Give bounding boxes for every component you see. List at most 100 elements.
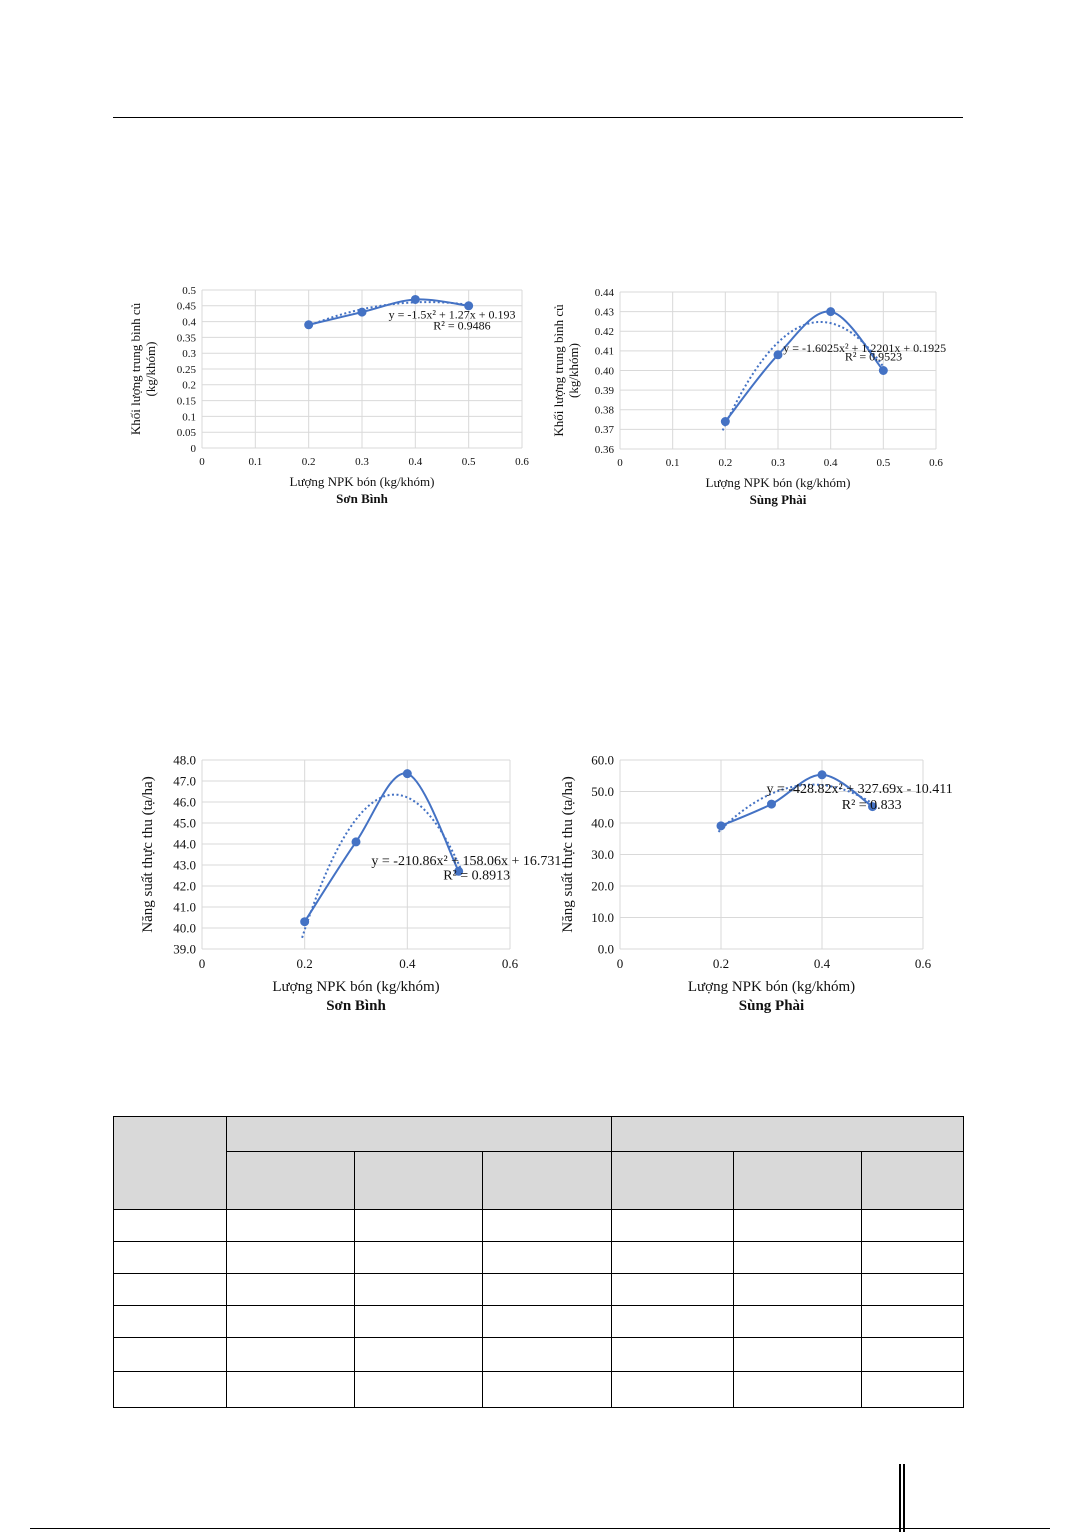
table-cell — [611, 1337, 735, 1372]
y-tick-label: 0.44 — [595, 287, 615, 299]
y-tick-label: 41.0 — [173, 900, 196, 915]
table-cell — [733, 1209, 863, 1242]
y-tick-label: 60.0 — [591, 753, 614, 768]
table-cell — [861, 1273, 965, 1306]
table-header-cell — [354, 1151, 483, 1210]
x-tick-label: 0.2 — [297, 956, 313, 971]
chart-svg: 0 0.05 0.1 0.15 0.2 0.25 0.3 0.35 0.4 0.45 0.5 0 0.1… — [128, 285, 529, 506]
x-tick-label: 0.2 — [713, 956, 729, 971]
y-tick-label: 0.2 — [182, 380, 196, 392]
table-row — [113, 1209, 965, 1242]
y-axis-title: Khối lượng trung bình củ — [128, 302, 143, 435]
data-point — [773, 350, 783, 360]
y-axis-title: Năng suất thực thu (tạ/ha) — [560, 776, 576, 932]
table-cell — [354, 1305, 483, 1338]
y-tick-label: 0.15 — [177, 395, 197, 407]
data-point — [868, 802, 877, 812]
y-axis-title: (kg/khóm) — [143, 342, 158, 397]
trendline-equation: y = -1.5x² + 1.27x + 0.193 — [389, 307, 516, 321]
table-cell — [226, 1209, 355, 1242]
table-row — [113, 1337, 965, 1372]
table-cell — [611, 1305, 735, 1338]
x-axis-title: Lượng NPK bón (kg/khóm) — [290, 474, 435, 489]
chart-svg: 0.36 0.37 0.38 0.39 0.40 0.41 0.42 0.43 0.44 0 0.1… — [551, 287, 946, 507]
table-cell — [481, 1371, 613, 1408]
y-tick-label: 0.1 — [182, 411, 196, 423]
table-cell — [733, 1305, 863, 1338]
table-header-cell — [226, 1151, 355, 1210]
data-table — [113, 1116, 965, 1408]
data-point — [817, 770, 827, 780]
y-axis-title: Khối lượng trung bình củ — [551, 304, 566, 437]
trendline-equation: y = -210.86x² + 158.06x + 16.731 — [371, 854, 561, 869]
y-tick-label: 42.0 — [173, 879, 196, 894]
y-tick-label: 0.35 — [177, 332, 197, 344]
x-axis-title: Lượng NPK bón (kg/khóm) — [706, 475, 851, 490]
x-axis-title: Lượng NPK bón (kg/khóm) — [688, 979, 855, 995]
x-tick-label: 0.3 — [355, 456, 369, 468]
y-tick-label: 20.0 — [591, 879, 614, 894]
y-tick-label: 45.0 — [173, 816, 196, 831]
data-point — [464, 301, 474, 311]
series-line — [724, 310, 885, 423]
table-cell — [226, 1337, 355, 1372]
y-axis-title: Năng suất thực thu (tạ/ha) — [140, 776, 156, 932]
r-squared-label: R² = 0.9523 — [845, 349, 902, 363]
table-cell — [733, 1337, 863, 1372]
x-tick-label: 0.6 — [915, 956, 932, 971]
table-cell — [226, 1305, 355, 1338]
table-header-row — [113, 1116, 965, 1210]
x-tick-label: 0 — [617, 956, 624, 971]
y-tick-label: 30.0 — [591, 847, 614, 862]
table-cell — [354, 1241, 483, 1274]
chart-sung-phai-yield: 0.0 10.0 20.0 30.0 40.0 50.0 60.0 0 0.2 0.4 0.6 y =… — [550, 748, 970, 1028]
table-cell — [226, 1371, 355, 1408]
y-tick-label: 0.39 — [595, 385, 615, 397]
table-cell — [226, 1273, 355, 1306]
data-point — [410, 294, 420, 304]
series-line — [720, 773, 874, 827]
chart-caption: Sơn Bình — [326, 998, 386, 1014]
chart-caption: Sùng Phài — [739, 998, 804, 1014]
y-tick-label: 0.4 — [182, 316, 196, 328]
data-point — [454, 866, 464, 876]
table-cell — [733, 1371, 863, 1408]
gridlines — [619, 759, 924, 950]
table-header-cell — [733, 1151, 863, 1210]
y-tick-label: 44.0 — [173, 837, 196, 852]
table-cell — [113, 1273, 227, 1306]
table-row — [113, 1273, 965, 1306]
data-point — [402, 769, 412, 779]
x-tick-label: 0.2 — [302, 456, 316, 468]
chart-svg: 39.0 40.0 41.0 42.0 43.0 44.0 45.0 46.0 47.0 48.0… — [140, 753, 561, 1014]
y-tick-label: 0 — [191, 443, 197, 455]
data-point — [878, 366, 888, 375]
data-point — [716, 821, 726, 831]
data-point — [767, 799, 776, 809]
table-cell — [113, 1209, 227, 1242]
data-point — [304, 320, 314, 330]
x-tick-label: 0.4 — [824, 457, 838, 469]
table-header-row — [114, 1151, 965, 1210]
x-tick-label: 0 — [617, 457, 623, 469]
data-point — [826, 307, 836, 317]
table-cell — [113, 1305, 227, 1338]
y-tick-label: 0.25 — [177, 364, 197, 376]
table-cell — [733, 1273, 863, 1306]
table-cell — [861, 1337, 965, 1372]
series-line — [308, 298, 469, 326]
table-row — [113, 1305, 965, 1338]
table-cell — [861, 1209, 965, 1242]
x-tick-label: 0.2 — [718, 457, 732, 469]
gridlines — [619, 291, 937, 450]
table-cell — [113, 1371, 227, 1408]
table-cell — [481, 1209, 613, 1242]
header-rule — [113, 117, 963, 118]
r-squared-label: R² = 0.833 — [842, 798, 902, 813]
table-cell — [861, 1371, 965, 1408]
x-tick-label: 0.3 — [771, 457, 785, 469]
x-tick-label: 0.6 — [502, 956, 519, 971]
chart-svg: 0.0 10.0 20.0 30.0 40.0 50.0 60.0 0 0.2 0.4 0.6 y =… — [560, 753, 953, 1014]
y-tick-label: 0.41 — [595, 346, 614, 358]
y-tick-label: 0.40 — [595, 365, 615, 377]
